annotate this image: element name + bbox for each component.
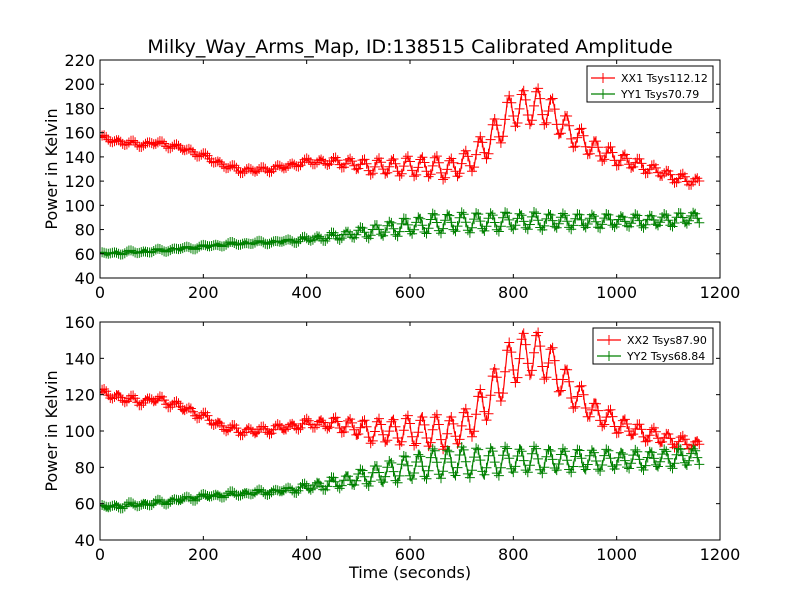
y-axis-label: Power in Kelvin bbox=[42, 108, 61, 229]
legend-entry-label: XX2 Tsys87.90 bbox=[627, 334, 707, 347]
y-tick-label: 220 bbox=[64, 51, 95, 70]
series-2 bbox=[100, 207, 705, 260]
x-tick-label: 600 bbox=[395, 545, 426, 564]
y-tick-label: 140 bbox=[64, 148, 95, 167]
y-tick-label: 140 bbox=[64, 349, 95, 368]
x-tick-label: 400 bbox=[291, 545, 322, 564]
series-markers bbox=[100, 83, 705, 190]
chart-title: Milky_Way_Arms_Map, ID:138515 Calibrated… bbox=[147, 36, 672, 58]
legend-swatch-marker bbox=[604, 335, 614, 345]
y-tick-label: 160 bbox=[64, 313, 95, 332]
y-tick-label: 40 bbox=[75, 531, 95, 550]
legend: XX1 Tsys112.12 YY1 Tsys70.79 bbox=[586, 65, 714, 103]
y-tick-label: 80 bbox=[75, 221, 95, 240]
series-markers bbox=[100, 327, 705, 455]
y-tick-label: 80 bbox=[75, 458, 95, 477]
y-tick-label: 160 bbox=[64, 124, 95, 143]
series-1 bbox=[100, 327, 705, 455]
x-tick-label: 1000 bbox=[596, 283, 637, 302]
x-tick-label: 400 bbox=[291, 283, 322, 302]
x-tick-label: 1000 bbox=[596, 545, 637, 564]
legend-entry-label: YY2 Tsys68.84 bbox=[626, 350, 705, 363]
y-tick-label: 40 bbox=[75, 269, 95, 288]
y-tick-label: 180 bbox=[64, 99, 95, 118]
legend-box bbox=[592, 327, 714, 365]
x-tick-label: 0 bbox=[95, 545, 105, 564]
series-markers bbox=[100, 207, 705, 260]
legend-swatch-marker bbox=[604, 351, 614, 361]
legend-swatch-marker bbox=[598, 73, 608, 83]
x-tick-label: 200 bbox=[188, 545, 219, 564]
y-tick-label: 120 bbox=[64, 386, 95, 405]
chart-panel-1: 0 200 400 600 800 1000 1200 40 60 80 100 120 140 160 1… bbox=[42, 51, 740, 302]
legend-entry-label: XX1 Tsys112.12 bbox=[621, 72, 708, 85]
x-tick-label: 1200 bbox=[700, 545, 741, 564]
legend-swatch-marker bbox=[598, 89, 608, 99]
y-tick-label: 100 bbox=[64, 196, 95, 215]
legend: XX2 Tsys87.90 YY2 Tsys68.84 bbox=[592, 327, 714, 365]
series-2 bbox=[100, 441, 705, 514]
y-axis-label: Power in Kelvin bbox=[42, 370, 61, 491]
y-tick-label: 60 bbox=[75, 245, 95, 264]
x-tick-label: 1200 bbox=[700, 283, 741, 302]
legend-box bbox=[586, 65, 714, 103]
y-tick-label: 120 bbox=[64, 172, 95, 191]
x-tick-label: 800 bbox=[498, 283, 529, 302]
x-axis-label: Time (seconds) bbox=[348, 563, 471, 582]
x-tick-label: 600 bbox=[395, 283, 426, 302]
x-tick-label: 0 bbox=[95, 283, 105, 302]
x-tick-label: 800 bbox=[498, 545, 529, 564]
legend-entry-label: YY1 Tsys70.79 bbox=[620, 88, 699, 101]
chart-panel-2: 0 200 400 600 800 1000 1200 40 60 80 100 120 140 160 P… bbox=[42, 313, 740, 582]
y-tick-label: 100 bbox=[64, 422, 95, 441]
y-tick-label: 200 bbox=[64, 75, 95, 94]
series-markers bbox=[100, 441, 705, 514]
series-1 bbox=[100, 83, 705, 190]
y-tick-label: 60 bbox=[75, 495, 95, 514]
x-tick-label: 200 bbox=[188, 283, 219, 302]
